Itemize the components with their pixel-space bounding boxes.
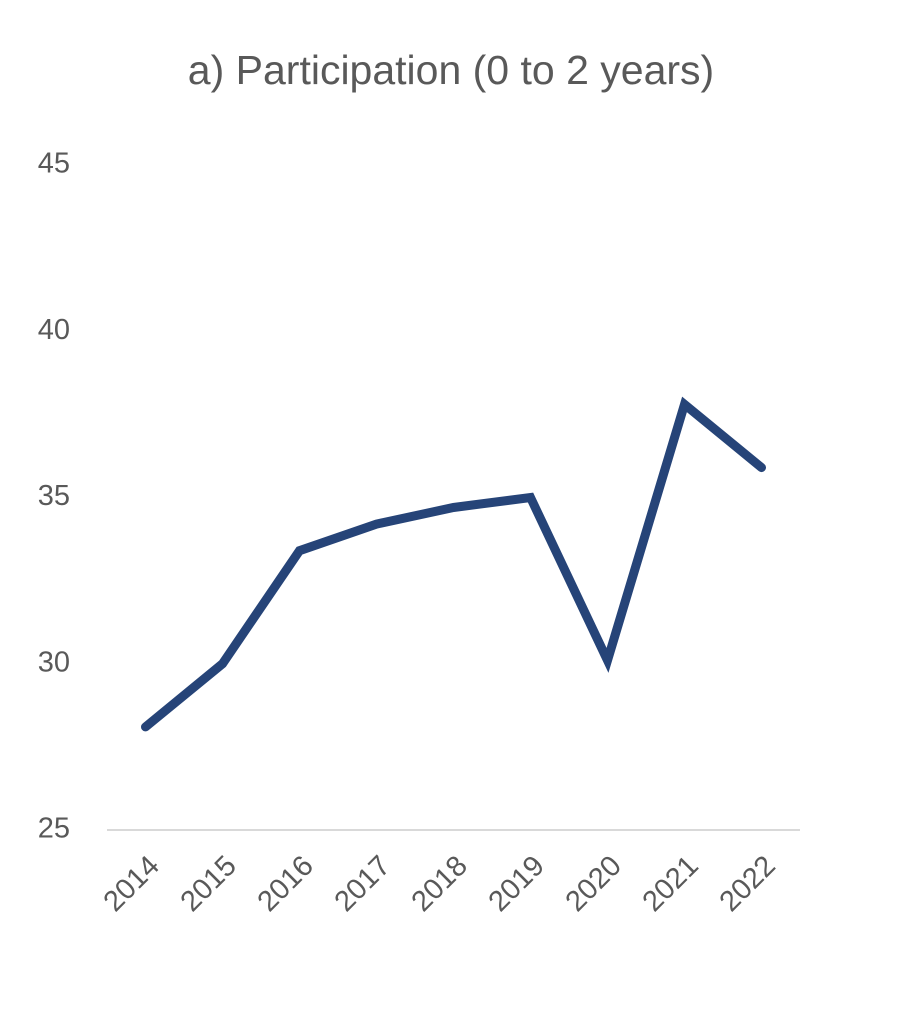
data-line bbox=[141, 396, 766, 732]
y-tick-label: 35 bbox=[38, 480, 70, 512]
chart-title: a) Participation (0 to 2 years) bbox=[188, 47, 714, 93]
y-tick-label: 25 bbox=[38, 813, 70, 845]
y-tick-label: 30 bbox=[38, 646, 70, 678]
y-tick-label: 40 bbox=[38, 314, 70, 346]
y-tick-label: 45 bbox=[38, 148, 70, 180]
